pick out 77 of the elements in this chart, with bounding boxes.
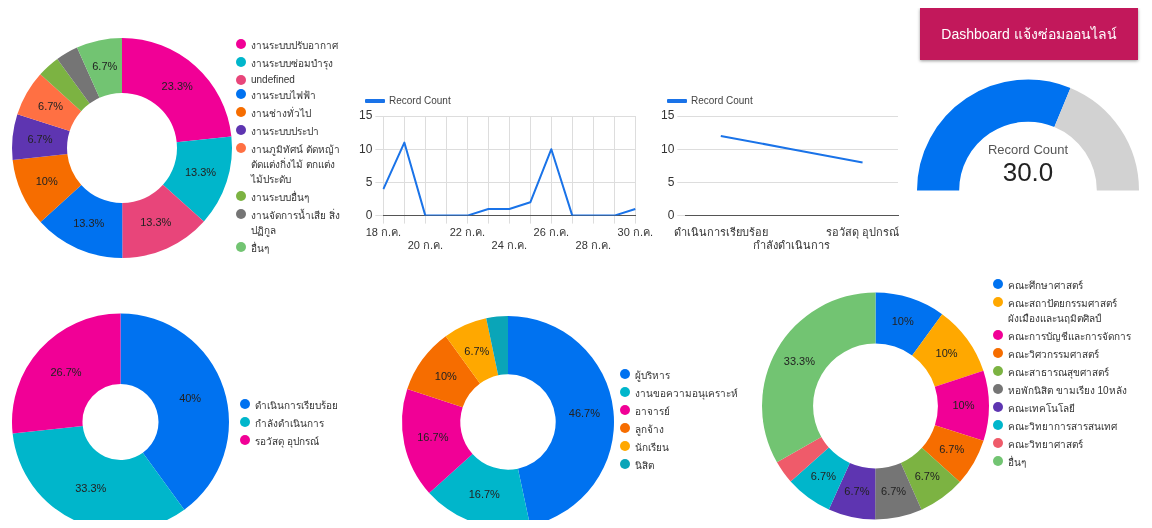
legend-label: งานจัดการน้ำเสีย สิ่งปฏิกูล xyxy=(251,208,341,238)
y-tick-label: 15 xyxy=(358,108,373,123)
data-label: 6.7% xyxy=(464,344,490,357)
data-label: 16.7% xyxy=(468,488,501,501)
legend-label: Record Count xyxy=(691,94,753,106)
data-label: 13.3% xyxy=(184,166,217,179)
data-label: 6.7% xyxy=(27,132,53,145)
data-label: 6.7% xyxy=(92,60,118,73)
y-tick-label: 0 xyxy=(365,207,373,222)
legend-label: คณะการบัญชีและการจัดการ xyxy=(1008,330,1131,344)
data-label: 40% xyxy=(179,392,202,405)
text: 30.0 xyxy=(1001,157,1055,188)
data-label: 10% xyxy=(35,174,58,187)
x-tick-label: 22 ก.ค. xyxy=(449,226,486,239)
legend-label: นิสิต xyxy=(635,459,654,473)
data-label: 10% xyxy=(935,347,958,360)
y-tick-label: 10 xyxy=(660,141,675,156)
legend-label: อาจารย์ xyxy=(635,405,670,419)
legend-label: คณะศึกษาศาสตร์ xyxy=(1008,279,1083,293)
data-label: 13.3% xyxy=(140,216,172,229)
x-tick-label: 18 ก.ค. xyxy=(365,226,402,239)
data-label: 46.7% xyxy=(568,406,601,419)
data-label: 6.7% xyxy=(810,469,837,482)
legend-label: งานระบบประปา xyxy=(251,125,319,139)
x-tick-label: 30 ก.ค. xyxy=(617,226,653,239)
data-label: 13.3% xyxy=(73,216,105,229)
legend-label: งานภูมิทัศน์ ตัดหญ้า ตัดแต่งกิ่งไม้ ตกแต่งไม้ประดับ xyxy=(251,143,341,187)
data-label: 6.7% xyxy=(38,99,64,112)
legend-label: คณะวิศวกรรมศาสตร์ xyxy=(1008,348,1099,362)
legend-label: คณะสถาปัตยกรรมศาสตร์ ผังเมืองและนฤมิตศิลป์ xyxy=(1008,297,1118,326)
legend-label: งานระบบซ่อมบำรุง xyxy=(251,57,333,71)
data-label: 6.7% xyxy=(914,470,940,483)
legend-label: รอวัสดุ อุปกรณ์ xyxy=(255,435,319,449)
legend-label: ดำเนินการเรียบร้อย xyxy=(255,399,338,413)
data-label: 10% xyxy=(891,315,914,328)
legend-label: คณะสาธารณสุขศาสตร์ xyxy=(1008,366,1109,380)
legend-label: อื่นๆ xyxy=(251,241,269,256)
x-tick-label: ดำเนินการเรียบร้อย xyxy=(673,226,768,239)
text: Dashboard แจ้งซ่อมออนไลน์ xyxy=(920,8,1138,60)
data-label: 16.7% xyxy=(417,430,449,443)
x-tick-label: 24 ก.ค. xyxy=(491,239,528,252)
x-tick-label: 26 ก.ค. xyxy=(533,226,570,239)
data-label: 6.7% xyxy=(881,485,907,498)
legend-label: อื่นๆ xyxy=(1008,455,1026,470)
legend-label: undefined xyxy=(251,74,295,85)
x-tick-label: 20 ก.ค. xyxy=(407,239,444,252)
data-label: 10% xyxy=(434,369,458,382)
legend-label: คณะเทคโนโลยี xyxy=(1008,402,1075,416)
x-tick-label: รอวัสดุ อุปกรณ์ xyxy=(826,226,900,240)
y-tick-label: 10 xyxy=(358,141,373,156)
data-label: 26.7% xyxy=(50,366,82,379)
data-label: 6.7% xyxy=(844,485,870,497)
legend-label: งานช่างทั่วไป xyxy=(251,106,311,121)
y-tick-label: 15 xyxy=(660,108,675,123)
data-label: 33.3% xyxy=(783,354,816,367)
legend-label: นักเรียน xyxy=(635,441,669,455)
y-tick-label: 5 xyxy=(365,174,373,189)
legend-label: กำลังดำเนินการ xyxy=(255,417,324,431)
legend-label: งานระบบไฟฟ้า xyxy=(251,89,316,103)
legend-label: Record Count xyxy=(389,94,451,106)
y-tick-label: 5 xyxy=(667,174,675,189)
legend-label: ลูกจ้าง xyxy=(635,423,664,437)
legend-label: งานขอความอนุเคราะห์ xyxy=(635,387,738,401)
x-tick-label: กำลังดำเนินการ xyxy=(753,239,831,252)
data-label: 23.3% xyxy=(161,79,193,92)
y-tick-label: 0 xyxy=(667,207,675,222)
legend-label: งานระบบปรับอากาศ xyxy=(251,39,338,53)
legend-label: หอพักนิสิต ขามเรียง 10หลัง xyxy=(1008,384,1127,398)
legend-label: คณะวิทยาการสารสนเทศ xyxy=(1008,420,1117,434)
data-label: 10% xyxy=(952,398,975,411)
data-label: 6.7% xyxy=(939,442,965,455)
legend-label: คณะวิทยาศาสตร์ xyxy=(1008,438,1083,452)
x-tick-label: 28 ก.ค. xyxy=(575,239,612,252)
legend-label: งานระบบอื่นๆ xyxy=(251,190,309,205)
data-label: 33.3% xyxy=(75,481,107,494)
text: Record Count xyxy=(986,142,1070,157)
legend-label: ผู้บริหาร xyxy=(635,369,670,383)
